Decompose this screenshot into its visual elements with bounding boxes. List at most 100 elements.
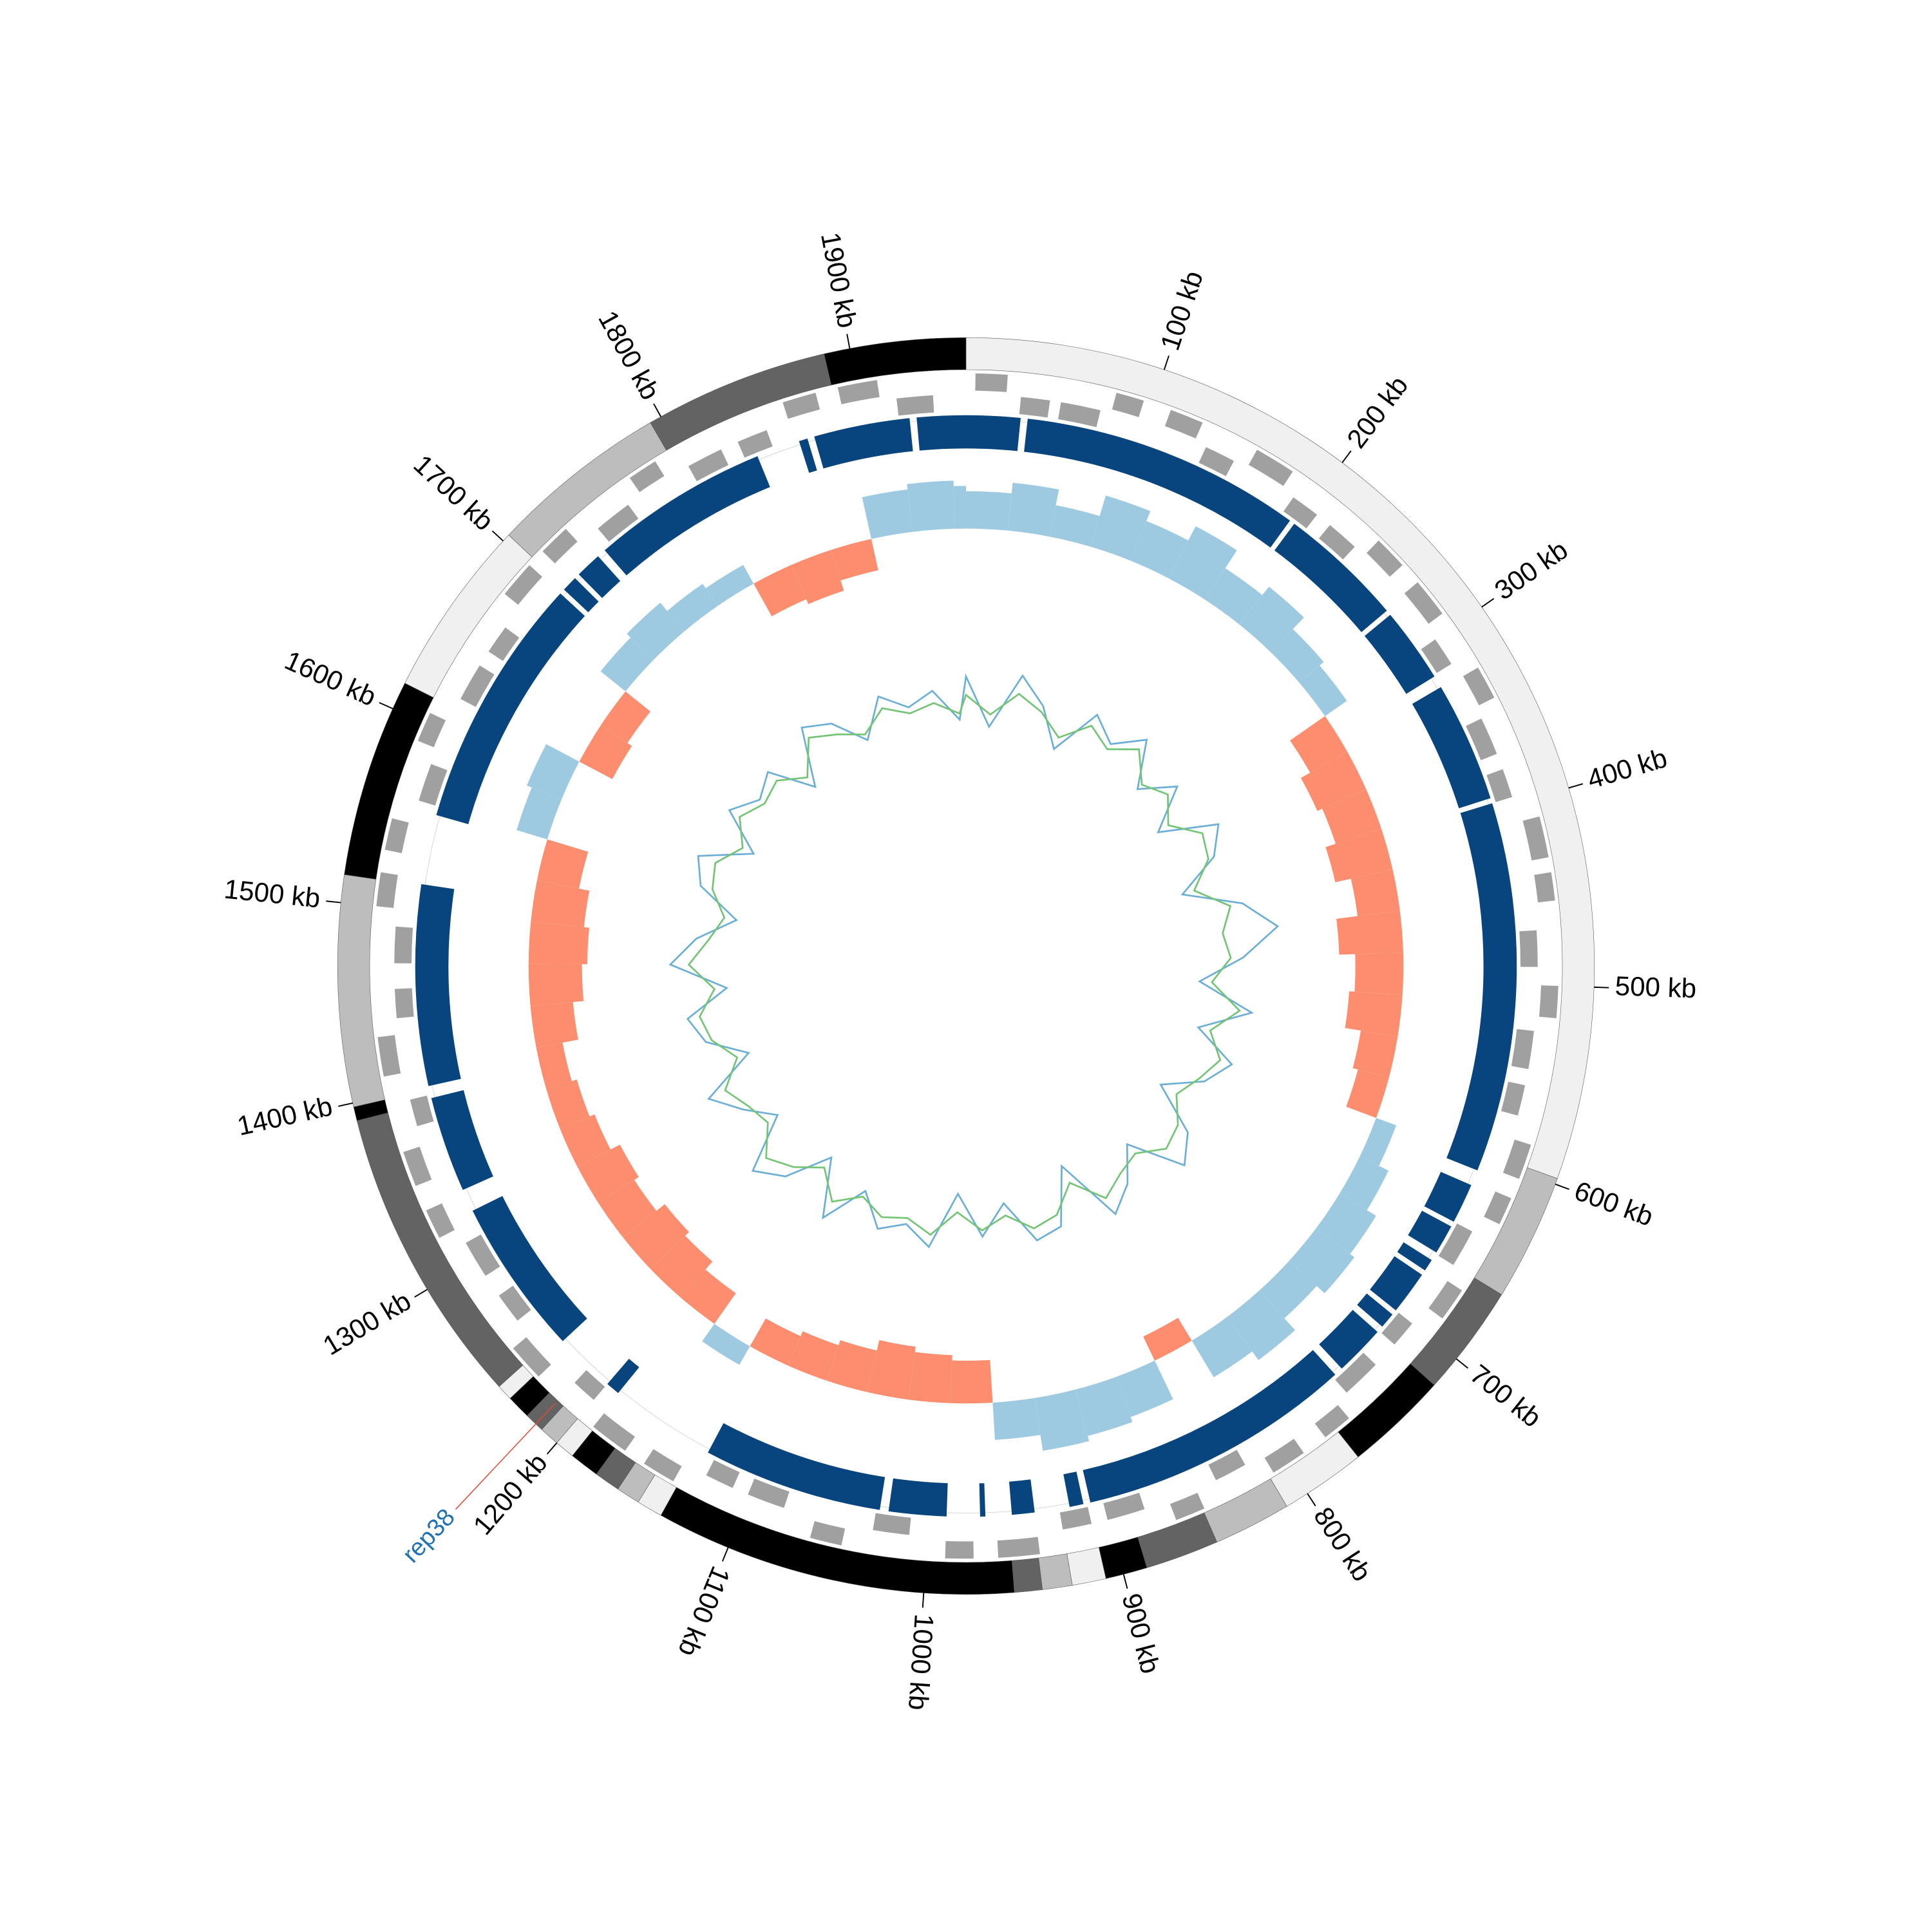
gc-skew-bar xyxy=(600,691,651,743)
gc-skew-bar xyxy=(531,880,590,927)
block xyxy=(1446,803,1517,1171)
gc-skew-bar xyxy=(1336,911,1403,955)
gene xyxy=(417,712,446,748)
gene xyxy=(896,395,934,416)
gene xyxy=(504,565,542,605)
gc-skew-bar xyxy=(1350,869,1400,916)
gene xyxy=(384,818,409,853)
tick-label: 700 kb xyxy=(1464,1358,1547,1433)
gc-skew-bar xyxy=(1299,665,1347,716)
tick-mark xyxy=(1122,1574,1128,1589)
block xyxy=(472,1196,587,1341)
tick-label: 1300 kb xyxy=(317,1285,416,1361)
gene xyxy=(1438,1223,1473,1265)
tick-mark xyxy=(546,1442,558,1455)
gene xyxy=(1198,447,1235,477)
ideogram-band xyxy=(1066,1547,1106,1586)
gene xyxy=(1248,450,1293,486)
tick-mark xyxy=(1555,1183,1569,1190)
ideogram-band xyxy=(1473,1167,1558,1295)
tick-label: 1100 kb xyxy=(672,1562,736,1662)
gc-skew-bar xyxy=(1346,1069,1389,1118)
gc-skew-bar xyxy=(867,1340,916,1400)
gene xyxy=(873,1513,911,1535)
gc-skew-bar xyxy=(992,1397,1041,1440)
block xyxy=(799,438,817,473)
gene xyxy=(748,1478,790,1508)
gc-skew-bar xyxy=(1322,789,1381,844)
gene xyxy=(643,1449,682,1482)
gc-skew-bar xyxy=(1238,586,1304,652)
gene xyxy=(394,988,414,1019)
ideogram-band xyxy=(824,337,967,386)
gene xyxy=(1381,1312,1412,1345)
gc-skew-bar xyxy=(598,1180,657,1238)
tick-label: 900 kb xyxy=(1116,1590,1166,1676)
gene xyxy=(1466,718,1497,761)
gene xyxy=(1486,769,1513,802)
block xyxy=(564,578,599,612)
block xyxy=(415,884,461,1086)
gene xyxy=(593,1413,636,1451)
annotation-label: rep38 xyxy=(397,1503,460,1568)
gc-skew-bar xyxy=(623,1204,689,1269)
gc-skew-bar xyxy=(1345,991,1403,1037)
gc-skew-bar xyxy=(1352,1030,1398,1078)
gc-skew-bar xyxy=(627,602,685,660)
tick-mark xyxy=(326,900,341,904)
gene xyxy=(1208,1450,1245,1481)
gc-skew-bar xyxy=(966,491,1012,531)
gene xyxy=(574,1370,605,1400)
tick-label: 600 kb xyxy=(1571,1175,1658,1232)
block xyxy=(1319,1309,1378,1369)
ideogram-band xyxy=(1204,1478,1287,1542)
gene xyxy=(1112,392,1144,417)
tick-mark xyxy=(1455,1358,1469,1369)
gc-skew-bar xyxy=(1130,521,1189,578)
tick-mark xyxy=(721,1547,729,1562)
gc-skew-bar xyxy=(1290,715,1348,773)
gene xyxy=(1421,639,1452,674)
tick-mark xyxy=(414,1289,428,1298)
gene xyxy=(782,392,820,419)
gc-content-line xyxy=(668,673,1280,1249)
gene xyxy=(466,1234,500,1276)
gc-skew-bar xyxy=(560,1114,611,1167)
block xyxy=(431,1090,493,1190)
gc-skew-bar xyxy=(536,1043,572,1089)
gc-skew-bar xyxy=(1340,1156,1389,1211)
gc-skew-bar xyxy=(862,489,913,539)
gc-skew-bar xyxy=(753,565,806,616)
gene xyxy=(1059,1506,1092,1530)
tick-label: 1700 kb xyxy=(408,449,499,536)
tick-label: 1500 kb xyxy=(223,873,322,913)
gene xyxy=(706,1459,740,1488)
gene xyxy=(1058,402,1101,428)
gc-skew-bar xyxy=(528,963,584,1007)
tick-label: 1000 kb xyxy=(903,1613,940,1712)
gene xyxy=(1335,1352,1376,1393)
gene xyxy=(1170,1493,1205,1520)
gc-skew-bar xyxy=(1034,1389,1090,1451)
tick-label: 1600 kb xyxy=(280,645,381,712)
gc-skew-bar xyxy=(1270,629,1324,683)
gc-skew-bar xyxy=(907,480,955,532)
ideogram-band xyxy=(1270,1432,1359,1507)
tick-mark xyxy=(1481,598,1495,608)
gc-skew-bar xyxy=(1075,1377,1133,1436)
block xyxy=(1357,1293,1393,1327)
gc-skew-bar xyxy=(579,725,632,779)
block xyxy=(1412,687,1491,809)
gene xyxy=(377,1035,401,1077)
ideogram-band xyxy=(1098,1537,1148,1579)
gene xyxy=(1367,540,1403,577)
gene xyxy=(403,1146,432,1186)
gc-skew-bar xyxy=(600,637,654,692)
ideogram-band xyxy=(1137,1512,1217,1568)
gene xyxy=(460,665,495,707)
gene xyxy=(488,627,520,661)
tick-mark xyxy=(653,403,662,417)
tick-label: 200 kb xyxy=(1341,370,1414,453)
tick-label: 300 kb xyxy=(1489,535,1573,606)
